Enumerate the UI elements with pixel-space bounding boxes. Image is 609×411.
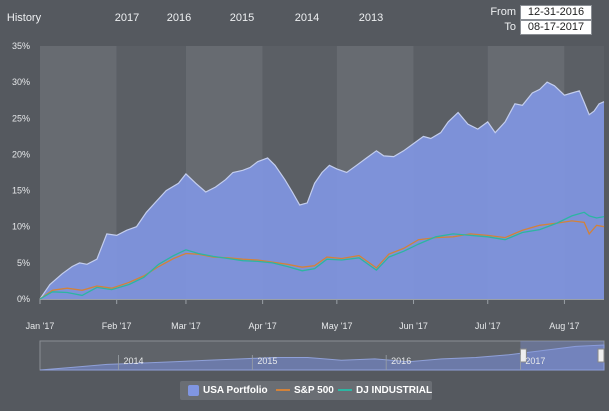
- legend-label: DJ INDUSTRIAL: [356, 385, 433, 396]
- x-tick-label: Jun '17: [399, 321, 428, 331]
- navigator-window: [520, 341, 604, 370]
- y-tick-label: 0%: [17, 294, 30, 304]
- range-button-2013[interactable]: 2013: [358, 12, 384, 24]
- y-tick-label: 20%: [12, 149, 30, 159]
- legend-label: USA Portfolio: [203, 385, 268, 396]
- range-toolbar: History 2017 2016 2015 2014 2013 From To: [0, 0, 609, 36]
- to-label: To: [504, 21, 516, 33]
- legend-item-sp500[interactable]: S&P 500: [276, 381, 334, 400]
- usa-portfolio-line: [39, 81, 605, 300]
- x-tick-label: Apr '17: [249, 321, 277, 331]
- x-tick-label: Jan '17: [26, 321, 55, 331]
- legend-item-dj-industrial[interactable]: DJ INDUSTRIAL: [338, 381, 432, 400]
- y-tick-label: 5%: [17, 258, 30, 268]
- legend-label: S&P 500: [294, 385, 334, 396]
- x-tick-label: Jul '17: [475, 321, 501, 331]
- line-swatch-icon: [276, 389, 290, 392]
- navigator-area: [39, 344, 605, 371]
- range-button-2017[interactable]: 2017: [114, 12, 140, 24]
- chart-legend: USA Portfolio S&P 500 DJ INDUSTRIAL: [180, 381, 432, 400]
- x-tick-label: Feb '17: [102, 321, 132, 331]
- sp500-line: [39, 220, 605, 300]
- navigator-year-label: 2015: [257, 356, 277, 366]
- legend-item-usa-portfolio[interactable]: USA Portfolio: [188, 381, 268, 400]
- x-tick-label: May '17: [321, 321, 352, 331]
- x-tick-label: Mar '17: [171, 321, 201, 331]
- navigator-year-label: 2016: [391, 356, 411, 366]
- navigator-year-label: 2014: [123, 356, 143, 366]
- navigator-handle[interactable]: [597, 348, 605, 363]
- navigator-year-label: 2017: [525, 356, 545, 366]
- from-date-input[interactable]: [520, 5, 592, 20]
- x-tick-label: Aug '17: [549, 321, 579, 331]
- from-label: From: [490, 6, 516, 18]
- range-button-2015[interactable]: 2015: [229, 12, 255, 24]
- range-button-2014[interactable]: 2014: [294, 12, 320, 24]
- y-tick-label: 15%: [12, 186, 30, 196]
- line-swatch-icon: [338, 389, 352, 392]
- to-date-input[interactable]: [520, 20, 592, 35]
- area-swatch-icon: [188, 384, 199, 396]
- y-tick-label: 30%: [12, 77, 30, 87]
- y-tick-label: 35%: [12, 41, 30, 51]
- usa-portfolio-area: [40, 82, 604, 299]
- range-button-2016[interactable]: 2016: [166, 12, 192, 24]
- y-tick-label: 25%: [12, 113, 30, 123]
- history-label: History: [6, 12, 42, 24]
- dj-industrial-line: [39, 211, 605, 300]
- y-tick-label: 10%: [12, 222, 30, 232]
